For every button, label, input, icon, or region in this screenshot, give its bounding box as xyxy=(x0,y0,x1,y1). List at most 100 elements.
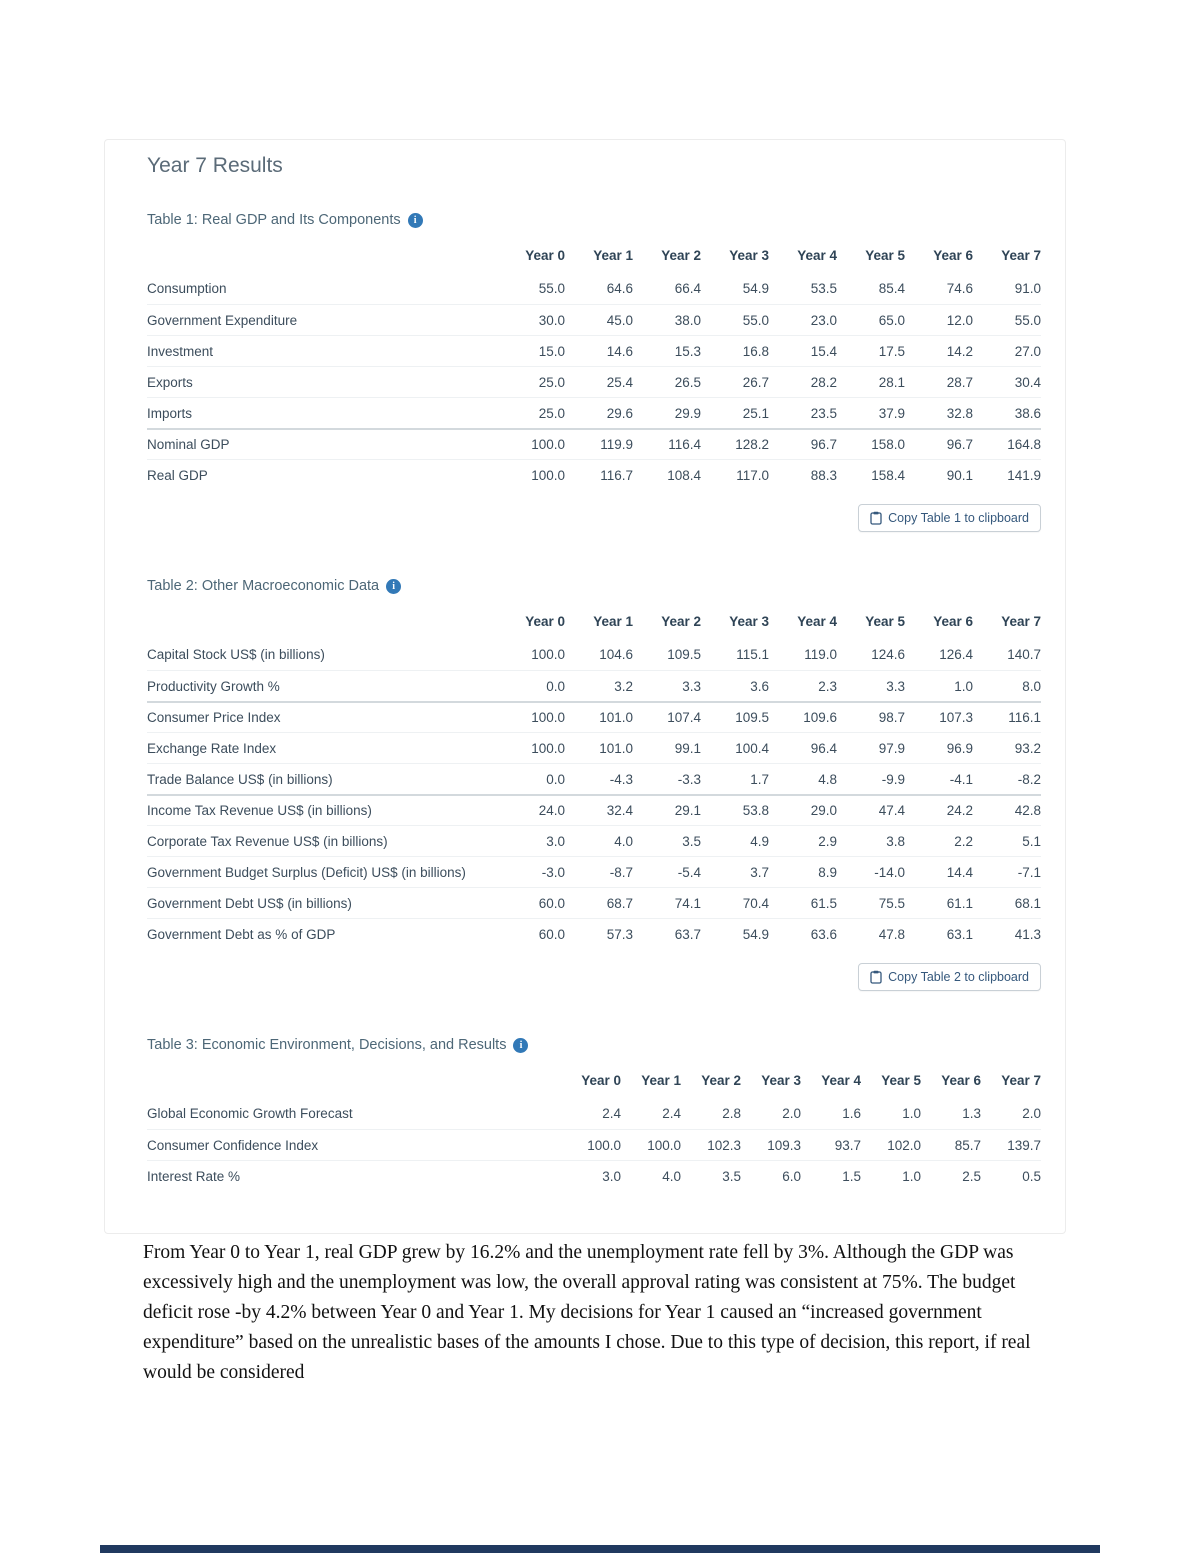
column-header: Year 1 xyxy=(593,614,633,629)
cell-value: -9.9 xyxy=(881,771,905,787)
info-icon[interactable]: i xyxy=(386,578,402,594)
cell-value: 109.5 xyxy=(735,710,769,725)
cell-value: 85.7 xyxy=(954,1137,981,1153)
info-icon[interactable]: i xyxy=(407,212,423,228)
cell-value: 23.0 xyxy=(810,312,837,328)
cell-value: 23.5 xyxy=(810,405,837,421)
cell-value: 96.9 xyxy=(946,740,973,756)
cell-value: 29.0 xyxy=(810,803,837,818)
cell-value: 32.8 xyxy=(946,405,973,421)
cell-value: 0.5 xyxy=(1022,1168,1041,1184)
cell-value: 60.0 xyxy=(538,895,565,911)
row-label: Consumption xyxy=(147,281,227,296)
cell-value: 25.0 xyxy=(538,405,565,421)
row-label: Consumer Price Index xyxy=(147,710,281,725)
cell-value: 15.4 xyxy=(810,343,837,359)
data-table: Year 0 Year 1 Year 2 Year 3 Year 4 Year 5 Year… xyxy=(147,608,1041,949)
column-header: Year 0 xyxy=(525,614,565,629)
cell-value: -3.0 xyxy=(541,864,565,880)
row-label: Income Tax Revenue US$ (in billions) xyxy=(147,803,372,818)
cell-value: 109.6 xyxy=(803,710,837,725)
column-header: Year 7 xyxy=(1001,1073,1041,1088)
cell-value: 100.0 xyxy=(531,710,565,725)
cell-value: 97.9 xyxy=(878,740,905,756)
row-label: Global Economic Growth Forecast xyxy=(147,1106,353,1121)
cell-value: 3.3 xyxy=(682,678,701,694)
cell-value: 14.6 xyxy=(606,343,633,359)
cell-value: -4.1 xyxy=(949,771,973,787)
cell-value: 93.7 xyxy=(834,1137,861,1153)
cell-value: 116.7 xyxy=(600,467,633,483)
info-icon[interactable]: i xyxy=(513,1037,529,1053)
cell-value: 158.0 xyxy=(871,437,905,452)
cell-value: 3.7 xyxy=(750,864,769,880)
cell-value: 100.0 xyxy=(531,647,565,662)
cell-value: 158.4 xyxy=(871,467,905,483)
cell-value: 4.8 xyxy=(818,771,837,787)
cell-value: 26.7 xyxy=(742,374,769,390)
cell-value: 0.0 xyxy=(546,678,565,694)
table-row: Corporate Tax Revenue US$ (in billions) 3… xyxy=(147,825,1041,856)
cell-value: 28.7 xyxy=(946,374,973,390)
data-table: Year 0 Year 1 Year 2 Year 3 Year 4 Year 5 Year… xyxy=(147,1067,1041,1191)
cell-value: 57.3 xyxy=(606,926,633,942)
cell-value: 2.0 xyxy=(1022,1106,1041,1121)
cell-value: -8.7 xyxy=(609,864,633,880)
table-block: Table 3: Economic Environment, Decisions… xyxy=(147,1037,1041,1191)
cell-value: 1.6 xyxy=(842,1106,861,1121)
cell-value: 29.6 xyxy=(606,405,633,421)
cell-value: 70.4 xyxy=(742,895,769,911)
cell-value: 30.0 xyxy=(538,312,565,328)
cell-value: 12.0 xyxy=(946,312,973,328)
row-label: Government Budget Surplus (Deficit) US$ … xyxy=(147,864,466,880)
column-header: Year 2 xyxy=(701,1073,741,1088)
table-header-row: Year 0 Year 1 Year 2 Year 3 Year 4 Year 5 Year… xyxy=(147,608,1041,639)
row-label: Capital Stock US$ (in billions) xyxy=(147,647,325,662)
clipboard-icon xyxy=(870,511,882,525)
column-header: Year 7 xyxy=(1001,614,1041,629)
row-label: Government Debt as % of GDP xyxy=(147,926,336,942)
cell-value: 55.0 xyxy=(1014,312,1041,328)
cell-value: 64.6 xyxy=(606,281,633,296)
cell-value: 100.0 xyxy=(531,467,565,483)
copy-table-button[interactable]: Copy Table 1 to clipboard xyxy=(858,504,1041,532)
row-label: Government Expenditure xyxy=(147,312,298,328)
cell-value: 88.3 xyxy=(810,467,837,483)
row-label: Consumer Confidence Index xyxy=(147,1137,319,1153)
table-row: Government Expenditure 30.0 45.0 38.0 55.0 23… xyxy=(147,304,1041,335)
table-row: Global Economic Growth Forecast 2.4 2.4 2.8… xyxy=(147,1098,1041,1129)
cell-value: 45.0 xyxy=(606,312,633,328)
cell-value: 74.6 xyxy=(946,281,973,296)
cell-value: 2.9 xyxy=(818,833,837,849)
cell-value: 6.0 xyxy=(782,1168,801,1184)
cell-value: 24.0 xyxy=(538,803,565,818)
column-header: Year 5 xyxy=(881,1073,921,1088)
cell-value: 100.0 xyxy=(587,1137,621,1153)
column-header: Year 5 xyxy=(865,248,905,263)
cell-value: 4.9 xyxy=(750,833,769,849)
table-row: Government Budget Surplus (Deficit) US$ … xyxy=(147,856,1041,887)
table-title: Table 2: Other Macroeconomic Data xyxy=(147,578,380,594)
copy-table-button[interactable]: Copy Table 2 to clipboard xyxy=(858,963,1041,991)
cell-value: 117.0 xyxy=(736,467,769,483)
table-row: Interest Rate % 3.0 4.0 3.5 6.0 1.5 1.0 2.5 0.5 xyxy=(147,1160,1041,1191)
table-row: Imports 25.0 29.6 29.9 25.1 23.5 37.9 32.8 38.6 xyxy=(147,397,1041,428)
cell-value: -7.1 xyxy=(1017,864,1041,880)
table-row: Investment 15.0 14.6 15.3 16.8 15.4 17.5 14.2 27… xyxy=(147,335,1041,366)
table-row: Capital Stock US$ (in billions) 100.0 104.… xyxy=(147,639,1041,670)
cell-value: 14.4 xyxy=(946,864,973,880)
column-header: Year 4 xyxy=(797,614,837,629)
cell-value: 99.1 xyxy=(674,740,701,756)
cell-value: 60.0 xyxy=(538,926,565,942)
copy-button-label: Copy Table 1 to clipboard xyxy=(888,511,1029,525)
table-header-row: Year 0 Year 1 Year 2 Year 3 Year 4 Year 5 Year… xyxy=(147,242,1041,273)
cell-value: 61.5 xyxy=(810,895,837,911)
row-label: Productivity Growth % xyxy=(147,678,280,694)
cell-value: 2.3 xyxy=(818,678,837,694)
row-label: Corporate Tax Revenue US$ (in billions) xyxy=(147,833,388,849)
table-block: Table 1: Real GDP and Its Components i Y… xyxy=(147,212,1041,532)
column-header: Year 3 xyxy=(761,1073,801,1088)
cell-value: 124.6 xyxy=(871,647,905,662)
cell-value: 108.4 xyxy=(667,467,701,483)
cell-value: 102.3 xyxy=(707,1137,741,1153)
